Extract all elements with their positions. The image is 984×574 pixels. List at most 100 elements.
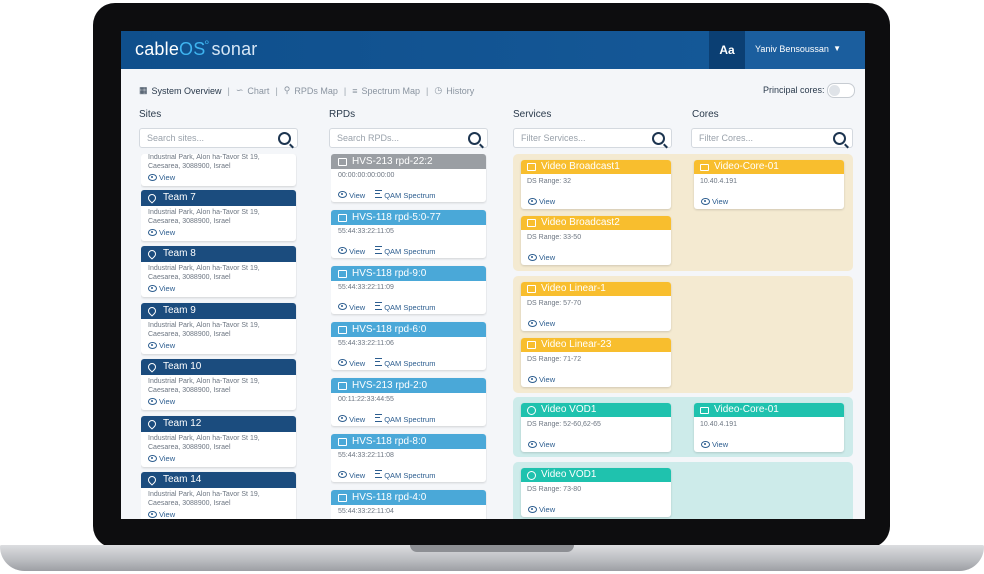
view-label: View (159, 228, 176, 237)
site-card[interactable]: Team 10 Industrial Park, Alon ha-Tavor S… (141, 359, 296, 410)
spectrum-icon (375, 358, 383, 366)
rpd-card[interactable]: HVS-118 rpd-8:0 55:44:33:22:11:08 View QA… (331, 434, 486, 482)
rpd-card[interactable]: HVS-118 rpd-4:0 55:44:33:22:11:04 (331, 490, 486, 519)
qam-spectrum-link[interactable]: QAM Spectrum (375, 190, 435, 200)
tab-chart[interactable]: ∽ Chart (236, 85, 270, 96)
spectrum-icon (375, 246, 383, 254)
service-card[interactable]: Video Linear-23 DS Range: 71-72 View (521, 338, 671, 387)
rpd-mac: 55:44:33:22:11:09 (338, 284, 394, 291)
view-link[interactable]: View (338, 414, 365, 424)
service-card[interactable]: Video VOD1 DS Range: 73-80 View (521, 468, 671, 517)
principal-cores-toggle[interactable] (827, 83, 855, 98)
search-icon[interactable] (278, 132, 291, 145)
clock-icon: ◷ (434, 85, 443, 95)
view-link[interactable]: View (521, 438, 562, 452)
view-link[interactable]: View (141, 339, 296, 354)
service-card[interactable]: Video VOD1 DS Range: 52-60,62-65 View (521, 403, 671, 452)
server-icon (338, 213, 347, 222)
rpd-actions: View QAM Spectrum (338, 246, 435, 256)
service-card[interactable]: Video Broadcast2 DS Range: 33-50 View (521, 216, 671, 265)
view-link[interactable]: View (338, 302, 365, 312)
logo-swirl-icon: ∘ (203, 35, 211, 49)
tab-rpds-map[interactable]: ⚲ RPDs Map (284, 85, 338, 96)
eye-icon (528, 320, 537, 327)
search-icon[interactable] (652, 132, 665, 145)
tab-history[interactable]: ◷ History (434, 85, 474, 96)
view-link[interactable]: View (141, 508, 296, 519)
top-bar: cableOS ∘ sonar Aa Yaniv Bensoussan ▼ (121, 31, 865, 69)
view-link[interactable]: View (694, 438, 735, 452)
site-address: Industrial Park, Alon ha-Tavor St 19, Ca… (148, 378, 260, 394)
view-link[interactable]: View (338, 190, 365, 200)
rpds-search-input[interactable]: Search RPDs... (329, 128, 488, 148)
view-label: View (539, 253, 556, 262)
site-card[interactable]: Team 8 Industrial Park, Alon ha-Tavor St… (141, 246, 296, 297)
site-address: Industrial Park, Alon ha-Tavor St 19, Ca… (148, 209, 260, 225)
site-address: Industrial Park, Alon ha-Tavor St 19, Ca… (148, 265, 260, 281)
core-card[interactable]: Video-Core-01 10.40.4.191 View (694, 403, 844, 452)
service-group: Video Broadcast1 DS Range: 32 View Video… (513, 154, 853, 271)
view-link[interactable]: View (338, 470, 365, 480)
qam-spectrum-link[interactable]: QAM Spectrum (375, 302, 435, 312)
qam-spectrum-link[interactable]: QAM Spectrum (375, 470, 435, 480)
service-group: Video VOD1 DS Range: 52-60,62-65 View Vi… (513, 397, 853, 457)
tab-spectrum-map[interactable]: ≡ Spectrum Map (352, 86, 420, 96)
divider: | (426, 85, 429, 96)
qam-spectrum-link[interactable]: QAM Spectrum (375, 358, 435, 368)
core-card[interactable]: Video-Core-01 10.40.4.191 View (694, 160, 844, 209)
site-address: Industrial Park, Alon ha-Tavor St 19, Ca… (148, 322, 260, 338)
view-link[interactable]: View (141, 171, 296, 186)
app-logo[interactable]: cableOS ∘ sonar (135, 35, 257, 60)
view-link[interactable]: View (521, 251, 562, 265)
qam-spectrum-link[interactable]: QAM Spectrum (375, 414, 435, 424)
search-icon[interactable] (468, 132, 481, 145)
view-link[interactable]: View (521, 195, 562, 209)
rpd-name: HVS-118 rpd-6:0 (352, 324, 427, 335)
core-header: Video-Core-01 (694, 403, 844, 417)
site-card[interactable]: Team 9 Industrial Park, Alon ha-Tavor St… (141, 303, 296, 354)
rpd-card[interactable]: HVS-118 rpd-5:0-77 55:44:33:22:11:05 Vie… (331, 210, 486, 258)
services-filter-input[interactable]: Filter Services... (513, 128, 672, 148)
core-header: Video-Core-01 (694, 160, 844, 174)
site-card[interactable]: Team 7 Industrial Park, Alon ha-Tavor St… (141, 190, 296, 241)
rpd-mac: 00:00:00:00:00:00 (338, 172, 395, 179)
rpd-mac: 55:44:33:22:11:05 (338, 228, 394, 235)
cores-filter-input[interactable]: Filter Cores... (691, 128, 853, 148)
view-link[interactable]: View (141, 452, 296, 467)
eye-icon (148, 174, 157, 181)
rpd-card[interactable]: HVS-118 rpd-9:0 55:44:33:22:11:09 View QA… (331, 266, 486, 314)
map-pin-icon (146, 361, 158, 373)
rpd-card[interactable]: HVS-213 rpd-22:2 00:00:00:00:00:00 View Q… (331, 154, 486, 202)
site-address: Industrial Park, Alon ha-Tavor St 19, Ca… (148, 154, 260, 170)
sites-list[interactable]: Industrial Park, Alon ha-Tavor St 19, Ca… (141, 154, 297, 519)
rpd-header: HVS-118 rpd-6:0 (331, 322, 486, 337)
service-card[interactable]: Video Linear-1 DS Range: 57-70 View (521, 282, 671, 331)
eye-icon (338, 190, 347, 198)
core-name: Video-Core-01 (714, 161, 779, 172)
view-label: View (539, 375, 556, 384)
rpd-card[interactable]: HVS-213 rpd-2:0 00:11:22:33:44:55 View QA… (331, 378, 486, 426)
sites-search-input[interactable]: Search sites... (139, 128, 298, 148)
view-link[interactable]: View (521, 503, 562, 517)
view-link[interactable]: View (694, 195, 735, 209)
search-icon[interactable] (833, 132, 846, 145)
view-link[interactable]: View (141, 395, 296, 410)
rpd-header: HVS-118 rpd-4:0 (331, 490, 486, 505)
view-link[interactable]: View (521, 373, 562, 387)
user-menu[interactable]: Yaniv Bensoussan ▼ (745, 31, 865, 69)
site-card[interactable]: Team 12 Industrial Park, Alon ha-Tavor S… (141, 416, 296, 467)
font-size-button[interactable]: Aa (709, 31, 745, 69)
service-range: DS Range: 57-70 (527, 300, 582, 307)
site-card[interactable]: Industrial Park, Alon ha-Tavor St 19, Ca… (141, 154, 296, 186)
site-card[interactable]: Team 14 Industrial Park, Alon ha-Tavor S… (141, 472, 296, 519)
tab-system-overview[interactable]: ▦ System Overview (139, 85, 222, 96)
service-card[interactable]: Video Broadcast1 DS Range: 32 View (521, 160, 671, 209)
view-link[interactable]: View (141, 226, 296, 241)
rpds-list[interactable]: HVS-213 rpd-22:2 00:00:00:00:00:00 View Q… (331, 154, 487, 519)
rpd-card[interactable]: HVS-118 rpd-6:0 55:44:33:22:11:06 View QA… (331, 322, 486, 370)
qam-spectrum-link[interactable]: QAM Spectrum (375, 246, 435, 256)
view-link[interactable]: View (338, 358, 365, 368)
view-link[interactable]: View (338, 246, 365, 256)
view-link[interactable]: View (141, 282, 296, 297)
view-link[interactable]: View (521, 317, 562, 331)
